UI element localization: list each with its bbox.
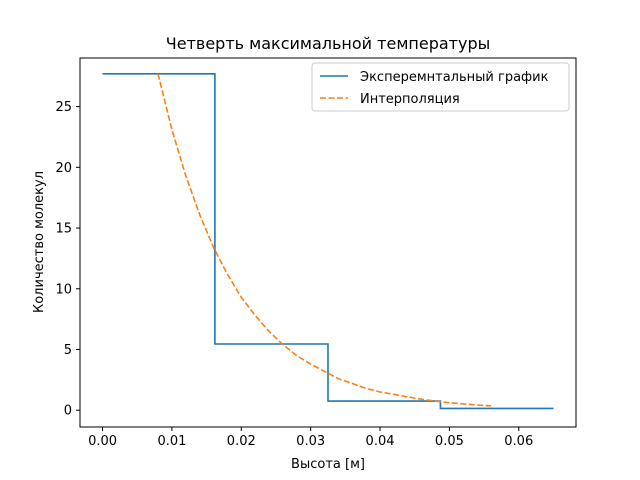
axes-frame: [79, 57, 577, 428]
x-tick-label: 0.02: [227, 434, 256, 449]
plot-area: [102, 73, 554, 410]
x-tick-label: 0.04: [366, 434, 395, 449]
y-tick-label: 0: [64, 404, 72, 419]
y-tick-label: 20: [55, 161, 72, 176]
legend: Эксперемнтальный график Интерполяция: [311, 62, 570, 112]
y-tick-label: 25: [55, 100, 72, 115]
series-line-1: [102, 73, 554, 410]
legend-label-1: Эксперемнтальный график: [360, 70, 549, 85]
x-tick-label: 0.05: [435, 434, 464, 449]
y-tick-label: 10: [55, 282, 72, 297]
x-tick-label: 0.00: [88, 434, 117, 449]
y-tick-label: 5: [64, 343, 72, 358]
y-axis-title: Количество молекул: [32, 171, 47, 313]
x-axis-title: Высота [м]: [291, 457, 365, 472]
x-tick-label: 0.06: [504, 434, 533, 449]
chart-title: Четверть максимальной температуры: [166, 34, 490, 53]
x-tick-label: 0.03: [296, 434, 325, 449]
axes: 0.00 0.01 0.02 0.03 0.04 0.05 0.06 0 5 10 15 20 25: [55, 57, 577, 449]
legend-label-2: Интерполяция: [360, 92, 460, 107]
legend-box: [311, 62, 570, 112]
series-line-2: [157, 73, 492, 407]
x-tick-label: 0.01: [157, 434, 186, 449]
y-tick-label: 15: [55, 222, 72, 237]
